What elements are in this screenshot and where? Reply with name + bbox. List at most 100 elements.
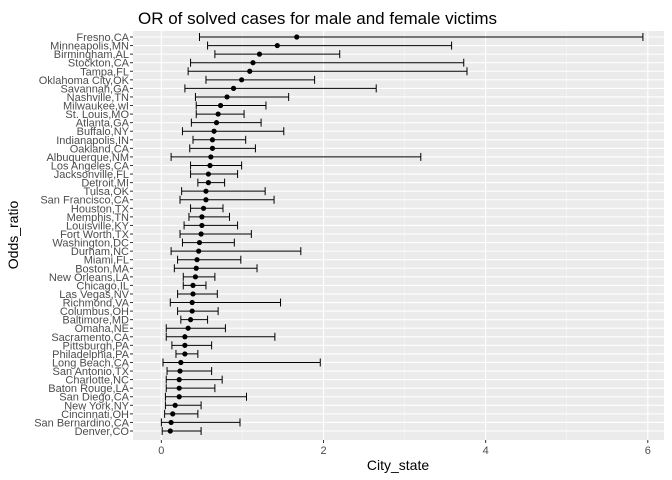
y-tick-label: Indianapolis,IN [56, 135, 129, 147]
y-tick-label: Oakland,CA [70, 143, 130, 155]
y-tick-label: Boston,MA [75, 263, 129, 275]
odds-ratio-point [193, 265, 199, 271]
x-tick-label: 4 [483, 445, 489, 457]
y-tick-label: Chicago,IL [76, 280, 129, 292]
x-tick-label: 0 [158, 445, 164, 457]
x-axis-title: City_state [367, 457, 429, 473]
plot-panel [133, 31, 664, 440]
y-tick-label: San Francisco,CA [40, 195, 129, 207]
y-tick-label: Cincinnati,OH [61, 409, 129, 421]
chart-marks [160, 33, 644, 435]
y-tick-label: Birmingham,AL [54, 49, 129, 61]
y-tick-label: Washington,DC [52, 238, 129, 250]
odds-ratio-point [168, 419, 174, 426]
odds-ratio-point [187, 317, 194, 323]
y-tick-label: Jacksonville,FL [54, 169, 129, 181]
odds-ratio-point [178, 359, 184, 366]
y-tick-label: Detroit,MI [81, 178, 129, 190]
odds-ratio-point [196, 239, 203, 246]
y-tick-label: Atlanta,GA [76, 118, 130, 130]
y-tick-label: Charlotte,NC [65, 375, 129, 387]
odds-ratio-point [205, 180, 211, 186]
y-tick-label: Tampa,FL [80, 66, 129, 78]
odds-ratio-point [209, 145, 216, 151]
y-axis-title: Odds_ratio [5, 201, 21, 270]
y-tick-label: Long Beach,CA [52, 357, 130, 369]
odds-ratio-point [176, 385, 182, 391]
odds-ratio-point [196, 248, 202, 254]
odds-ratio-point [185, 325, 191, 331]
odds-ratio-point [177, 368, 183, 374]
y-tick-label: San Antonio,TX [53, 366, 130, 378]
y-tick-label: Richmond,VA [63, 298, 130, 310]
y-tick-label: Albuquerque,NM [46, 152, 129, 164]
odds-ratio-point [182, 351, 188, 357]
odds-ratio-point [256, 51, 263, 57]
odds-ratio-point [194, 257, 200, 263]
y-tick-label: Los Angeles,CA [51, 160, 130, 172]
odds-ratio-point [203, 188, 209, 194]
y-tick-label: Omaha,NE [75, 323, 129, 335]
chart-title: OR of solved cases for male and female v… [138, 9, 497, 28]
odds-ratio-point [224, 94, 230, 100]
odds-ratio-point [190, 291, 196, 297]
y-tick-label: Columbus,OH [60, 306, 129, 318]
odds-ratio-point [189, 308, 195, 314]
y-tick-label: Stockton,CA [68, 58, 130, 70]
odds-ratio-point [199, 222, 205, 229]
odds-ratio-point [199, 214, 205, 220]
y-tick-label: Las Vegas,NV [59, 289, 129, 301]
y-tick-label: Philadelphia,PA [52, 349, 130, 361]
odds-ratio-point [239, 77, 245, 83]
x-tick-labels: 0 2 4 6 [158, 440, 651, 457]
y-tick-label: Tulsa,OK [84, 186, 130, 198]
y-tick-label: Memphis,TN [67, 212, 129, 224]
odds-ratio-point [167, 428, 173, 434]
y-tick-label: Sacramento,CA [51, 332, 129, 344]
odds-ratio-point [215, 111, 221, 117]
y-tick-label: Houston,TX [71, 203, 130, 215]
odds-ratio-point [230, 85, 237, 91]
y-tick-label: New Orleans,LA [49, 272, 130, 284]
odds-ratio-point [211, 128, 217, 134]
y-tick-label: Denver,CO [75, 426, 130, 438]
odds-ratio-point [205, 171, 211, 177]
odds-ratio-point [208, 154, 214, 160]
y-tick-label: Buffalo,NY [77, 126, 130, 138]
y-tick-label: Savannah,GA [61, 83, 130, 95]
y-tick-label: Milwaukee,wI [63, 101, 129, 113]
odds-ratio-point [189, 299, 195, 306]
y-tick-label: Minneapolis,MN [50, 41, 129, 53]
y-tick-label: Fresno,CA [76, 32, 129, 44]
odds-ratio-point [247, 68, 253, 74]
y-tick-labels: Fresno,CAMinneapolis,MNBirmingham,ALStoc… [34, 32, 133, 438]
x-tick-label: 6 [645, 445, 651, 457]
y-tick-label: Durham,NC [71, 246, 129, 258]
y-tick-label: Baton Rouge,LA [48, 383, 129, 395]
y-tick-label: Louisville,KY [66, 220, 130, 232]
y-tick-label: Nashville,TN [67, 92, 129, 104]
y-tick-label: Pittsburgh,PA [63, 340, 130, 352]
odds-ratio-point [213, 120, 220, 126]
odds-ratio-point [192, 274, 199, 280]
odds-ratio-point [294, 34, 300, 40]
y-tick-label: St. Louis,MO [65, 109, 129, 121]
odds-ratio-point [207, 162, 213, 169]
odds-ratio-point [182, 342, 188, 348]
x-tick-label: 2 [320, 445, 326, 457]
y-tick-label: San Bernardino,CA [34, 417, 129, 429]
odds-ratio-point [190, 282, 196, 288]
odds-ratio-point [172, 402, 178, 408]
y-tick-label: Fort Worth,TX [60, 229, 130, 241]
odds-ratio-point [170, 411, 176, 417]
y-tick-label: New York,NY [64, 400, 129, 412]
odds-ratio-point [176, 377, 182, 383]
odds-ratio-point [274, 42, 280, 49]
odds-ratio-point [200, 205, 207, 211]
odds-ratio-point [209, 137, 216, 143]
odds-ratio-point [176, 394, 182, 400]
odds-ratio-point [250, 60, 256, 66]
odds-ratio-point [203, 197, 209, 203]
odds-ratio-point [182, 334, 188, 340]
